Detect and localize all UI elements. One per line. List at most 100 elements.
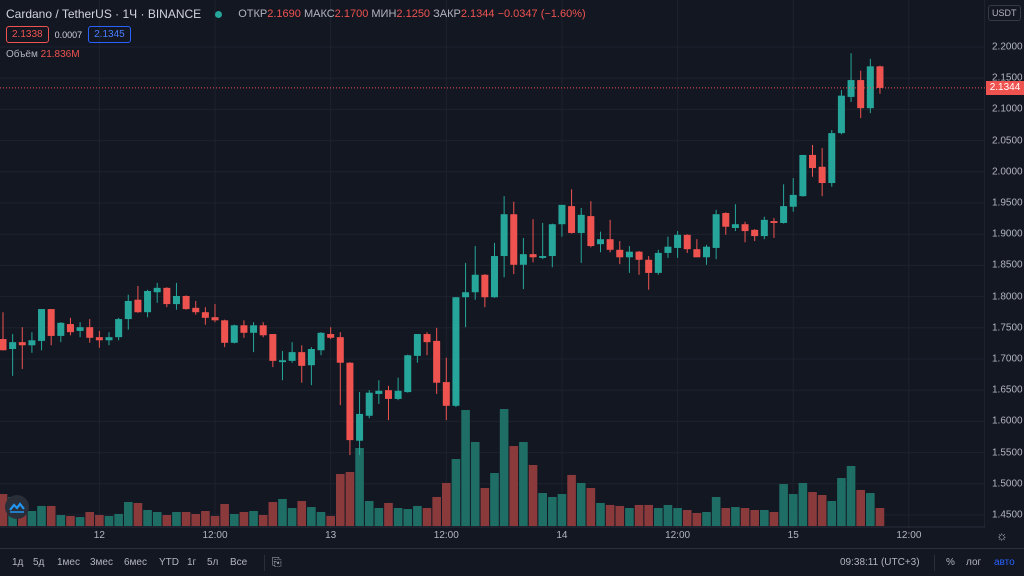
candle-body [780, 206, 788, 223]
volume-bar [596, 502, 605, 526]
tradingview-logo-icon[interactable] [5, 495, 29, 519]
volume-bar [875, 507, 885, 526]
auto-toggle[interactable]: авто [994, 557, 1015, 568]
range-5d[interactable]: 5д [33, 557, 45, 568]
price-tick-label: 2.1500 [992, 72, 1023, 84]
candle-body [654, 252, 662, 273]
volume-bar [490, 472, 499, 526]
candle-body [163, 287, 171, 305]
volume-legend: Объём 21.836M [6, 49, 80, 60]
volume-bar [682, 510, 692, 526]
volume-bar [422, 508, 432, 526]
volume-bar [152, 511, 162, 526]
volume-bar [307, 507, 316, 526]
volume-bar [817, 495, 827, 526]
gear-icon[interactable]: ☼ [996, 528, 1008, 543]
candle-body [818, 166, 826, 184]
time-tick-label: 12:00 [896, 530, 922, 541]
range-3m[interactable]: 3мес [90, 557, 113, 568]
volume-bar [470, 441, 480, 526]
candle-body [837, 95, 845, 134]
volume-bar [644, 504, 653, 526]
volume-bar [384, 502, 393, 526]
volume-bar [634, 504, 644, 526]
range-6m[interactable]: 6мес [124, 557, 147, 568]
volume-value: 21.836M [40, 49, 80, 60]
volume-bar [586, 487, 596, 526]
candle-body [307, 349, 315, 366]
price-tick-label: 1.5000 [992, 478, 1023, 490]
price-tick-label: 2.0000 [992, 166, 1023, 178]
volume-bar [37, 505, 46, 526]
candle-body [876, 66, 884, 88]
price-tick-label: 1.5500 [992, 447, 1023, 459]
candle-body [442, 382, 450, 406]
candle-body [201, 312, 209, 318]
volume-bar [451, 458, 461, 526]
candle-body [115, 319, 123, 338]
volume-bar [66, 516, 75, 526]
candle-body [356, 413, 364, 441]
range-5y[interactable]: 5л [207, 557, 219, 568]
volume-bar [557, 494, 567, 526]
clock-time[interactable]: 09:38:11 (UTC+3) [840, 557, 920, 568]
candle-body [462, 292, 470, 298]
candle-body [375, 390, 383, 394]
volume-bar [364, 501, 374, 526]
volume-bar [663, 504, 673, 526]
candle-body [683, 234, 691, 250]
go-to-date-icon[interactable]: ⎘ [272, 555, 282, 569]
candle-body [587, 216, 595, 247]
volume-bar [692, 512, 702, 526]
buy-button[interactable]: 2.1345 [88, 26, 131, 43]
high-label: МАКС [303, 8, 335, 20]
volume-bar [75, 517, 85, 526]
volume-bar [181, 511, 191, 526]
volume-bar [85, 511, 95, 526]
volume-bar [673, 508, 682, 526]
volume-bar [750, 510, 759, 526]
volume-bar [432, 496, 441, 526]
range-1d[interactable]: 1д [12, 557, 24, 568]
candle-body [394, 390, 402, 399]
candle-body [500, 214, 508, 257]
candle-body [548, 224, 556, 257]
log-toggle[interactable]: лог [966, 557, 982, 568]
candle-body [490, 256, 498, 298]
volume-bar [509, 446, 519, 526]
candle-body [799, 154, 807, 197]
candle-body [674, 234, 682, 248]
close-value: 2.1344 [460, 8, 495, 20]
open-value: 2.1690 [267, 8, 301, 20]
range-1y[interactable]: 1г [187, 557, 197, 568]
candle-body [577, 214, 585, 233]
range-ytd[interactable]: YTD [159, 557, 179, 568]
spread-value: 0.0007 [54, 29, 83, 40]
price-chart[interactable] [0, 0, 985, 528]
candle-body [346, 362, 354, 441]
volume-bar [229, 513, 239, 526]
price-tick-label: 1.7500 [992, 322, 1023, 334]
candle-body [211, 317, 219, 321]
price-tick-label: 1.9000 [992, 228, 1023, 240]
symbol-title[interactable]: Cardano / TetherUS · 1Ч · BINANCE [6, 7, 202, 21]
current-price-label: 2.1344 [986, 81, 1024, 95]
sell-button[interactable]: 2.1338 [6, 26, 49, 43]
volume-bar [56, 515, 66, 526]
volume-bar [268, 502, 278, 526]
volume-bar [499, 409, 509, 526]
range-1m[interactable]: 1мес [57, 557, 80, 568]
candle-body [259, 325, 267, 336]
low-value: 2.1250 [396, 8, 431, 20]
candle-body [18, 342, 26, 346]
volume-bar [856, 489, 865, 526]
candle-body [481, 274, 489, 298]
volume-bar [335, 473, 345, 526]
candle-body [288, 352, 296, 361]
volume-bar [769, 511, 779, 526]
percent-toggle[interactable]: % [946, 557, 955, 568]
volume-bar [326, 516, 335, 526]
candle-body [384, 390, 392, 399]
range-all[interactable]: Все [230, 557, 248, 568]
currency-button[interactable]: USDT [988, 5, 1021, 21]
